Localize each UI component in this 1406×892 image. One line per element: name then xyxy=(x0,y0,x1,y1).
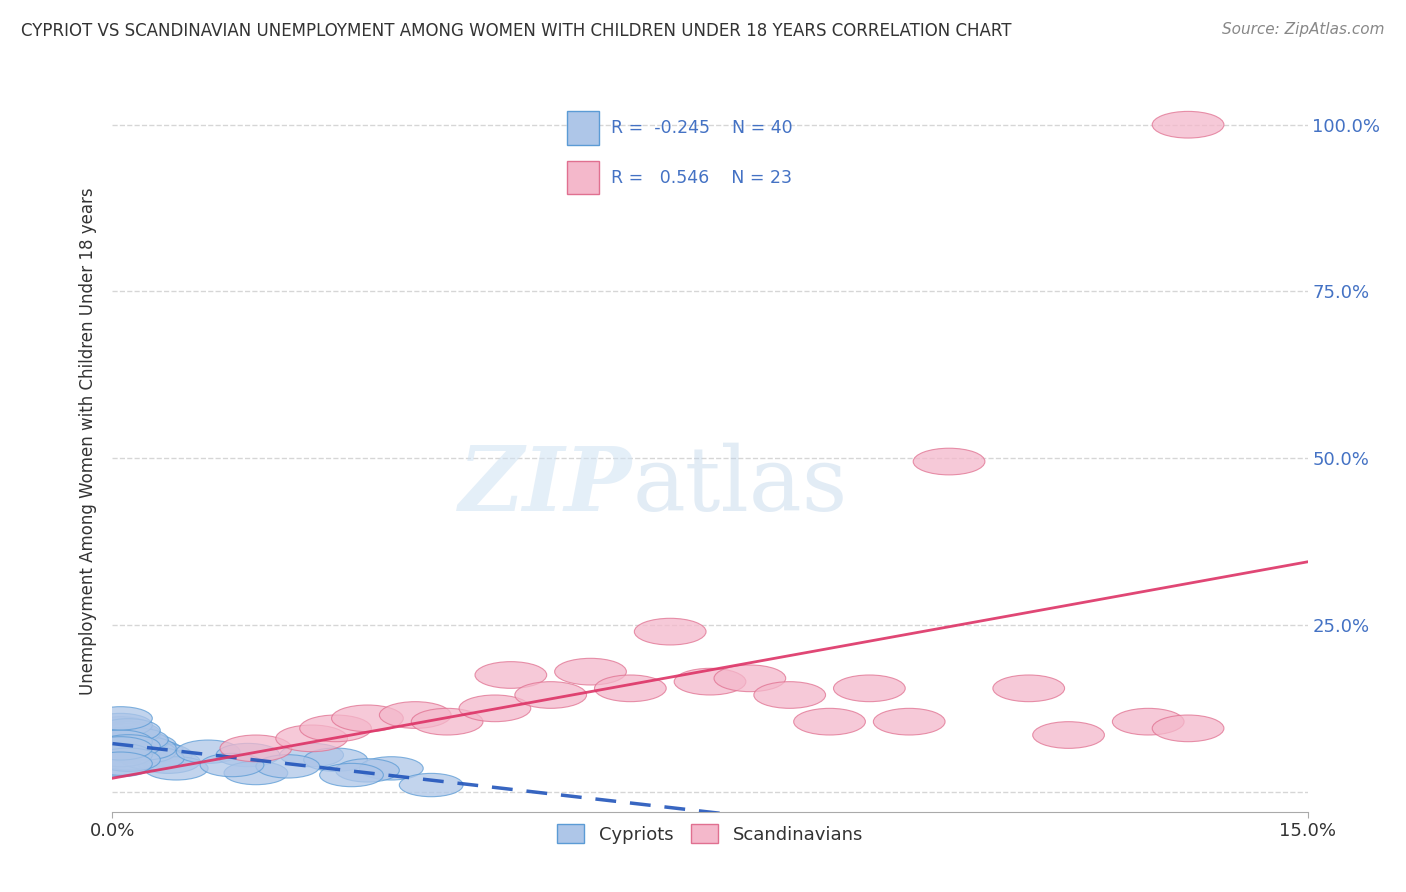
Ellipse shape xyxy=(834,675,905,702)
Ellipse shape xyxy=(97,723,160,747)
Ellipse shape xyxy=(89,754,152,777)
Ellipse shape xyxy=(104,733,169,756)
Ellipse shape xyxy=(1112,708,1184,735)
Ellipse shape xyxy=(399,773,463,797)
Ellipse shape xyxy=(515,681,586,708)
Ellipse shape xyxy=(97,719,160,742)
Ellipse shape xyxy=(380,702,451,729)
Ellipse shape xyxy=(754,681,825,708)
Ellipse shape xyxy=(97,727,160,750)
Legend: Cypriots, Scandinavians: Cypriots, Scandinavians xyxy=(550,817,870,851)
Ellipse shape xyxy=(299,715,371,741)
Ellipse shape xyxy=(112,733,176,756)
Ellipse shape xyxy=(224,762,288,785)
Ellipse shape xyxy=(104,730,169,754)
Ellipse shape xyxy=(97,747,160,770)
Ellipse shape xyxy=(97,735,160,758)
Ellipse shape xyxy=(121,740,184,764)
Ellipse shape xyxy=(475,662,547,689)
Ellipse shape xyxy=(89,720,152,743)
Ellipse shape xyxy=(112,737,176,760)
Ellipse shape xyxy=(97,748,160,772)
Ellipse shape xyxy=(89,752,152,775)
Y-axis label: Unemployment Among Women with Children Under 18 years: Unemployment Among Women with Children U… xyxy=(79,187,97,696)
Ellipse shape xyxy=(89,716,152,740)
Ellipse shape xyxy=(219,735,292,762)
Ellipse shape xyxy=(104,728,169,751)
Ellipse shape xyxy=(280,743,343,767)
Ellipse shape xyxy=(360,756,423,780)
Ellipse shape xyxy=(675,668,747,695)
Ellipse shape xyxy=(873,708,945,735)
Ellipse shape xyxy=(1153,715,1225,741)
Ellipse shape xyxy=(634,618,706,645)
Text: ZIP: ZIP xyxy=(458,442,633,529)
Ellipse shape xyxy=(89,706,152,730)
Ellipse shape xyxy=(89,714,152,737)
Text: atlas: atlas xyxy=(633,442,848,530)
Ellipse shape xyxy=(319,764,384,787)
Ellipse shape xyxy=(97,722,160,745)
Ellipse shape xyxy=(1033,722,1105,748)
Text: Source: ZipAtlas.com: Source: ZipAtlas.com xyxy=(1222,22,1385,37)
Ellipse shape xyxy=(89,737,152,760)
Ellipse shape xyxy=(176,740,240,764)
Ellipse shape xyxy=(595,675,666,702)
Ellipse shape xyxy=(412,708,484,735)
Ellipse shape xyxy=(332,705,404,731)
Text: CYPRIOT VS SCANDINAVIAN UNEMPLOYMENT AMONG WOMEN WITH CHILDREN UNDER 18 YEARS CO: CYPRIOT VS SCANDINAVIAN UNEMPLOYMENT AMO… xyxy=(21,22,1011,40)
Ellipse shape xyxy=(256,755,319,778)
Ellipse shape xyxy=(304,748,367,772)
Ellipse shape xyxy=(714,665,786,691)
Ellipse shape xyxy=(336,759,399,782)
Ellipse shape xyxy=(128,743,193,767)
Ellipse shape xyxy=(460,695,531,722)
Ellipse shape xyxy=(914,448,986,475)
Ellipse shape xyxy=(993,675,1064,702)
Ellipse shape xyxy=(104,740,169,764)
Ellipse shape xyxy=(89,743,152,767)
Ellipse shape xyxy=(89,733,152,756)
Ellipse shape xyxy=(794,708,866,735)
Ellipse shape xyxy=(89,730,152,754)
Ellipse shape xyxy=(217,743,280,767)
Ellipse shape xyxy=(1153,112,1225,138)
Ellipse shape xyxy=(145,756,208,780)
Ellipse shape xyxy=(136,750,200,773)
Ellipse shape xyxy=(112,740,176,764)
Ellipse shape xyxy=(555,658,627,685)
Ellipse shape xyxy=(200,754,264,777)
Ellipse shape xyxy=(276,725,347,752)
Ellipse shape xyxy=(121,747,184,770)
